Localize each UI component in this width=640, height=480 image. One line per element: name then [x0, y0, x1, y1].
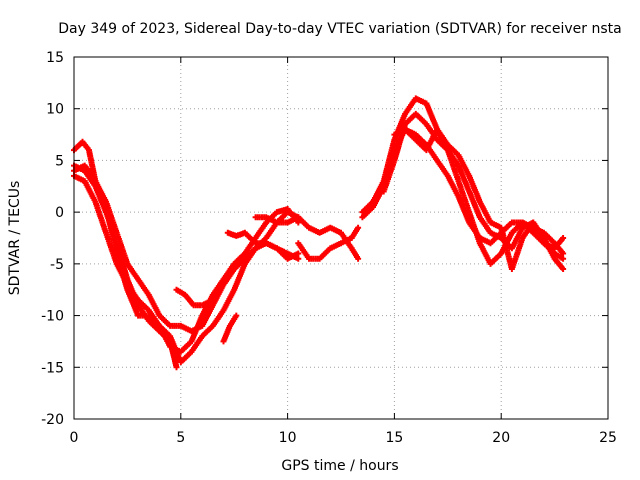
- y-tick-label-2: -10: [41, 309, 64, 325]
- y-tick-label-5: 5: [55, 153, 64, 169]
- series-track-9: [295, 224, 362, 262]
- y-axis-label: SDTVAR / TECUs: [7, 181, 23, 296]
- series-markers-6: [224, 229, 302, 262]
- x-axis-label: GPS time / hours: [281, 458, 398, 474]
- x-tick-label-1: 5: [176, 430, 185, 446]
- series-markers-7: [252, 214, 362, 262]
- series-markers-8: [295, 224, 362, 262]
- series-track-7: [224, 229, 302, 262]
- series-track-5: [173, 266, 238, 309]
- data-series: [71, 95, 567, 371]
- series-track-2: [71, 162, 302, 335]
- y-tick-label-1: -15: [41, 360, 64, 376]
- series-track-6: [220, 312, 240, 345]
- y-tick-label-0: -20: [41, 412, 64, 428]
- series-markers-1: [71, 162, 302, 335]
- series-track-13: [391, 126, 567, 272]
- grid-lines: [74, 57, 608, 419]
- y-tick-label-4: 0: [55, 205, 64, 221]
- series-track-1: [71, 138, 302, 355]
- plot-frame: [73, 56, 609, 420]
- chart-title: Day 349 of 2023, Sidereal Day-to-day VTE…: [58, 21, 621, 37]
- series-markers-12: [391, 126, 567, 272]
- x-tick-label-4: 20: [492, 430, 510, 446]
- x-tick-label-2: 10: [279, 430, 297, 446]
- y-tick-label-6: 10: [46, 102, 64, 118]
- series-markers-5: [220, 312, 240, 345]
- x-tick-label-0: 0: [70, 430, 79, 446]
- x-tick-label-5: 25: [599, 430, 617, 446]
- series-markers-4: [173, 266, 238, 309]
- y-tick-label-3: -5: [50, 257, 64, 273]
- series-track-8: [252, 214, 362, 262]
- x-tick-label-3: 15: [385, 430, 403, 446]
- series-markers-0: [71, 138, 302, 355]
- axis-ticks: 0 5 10 15 20 25 -20 -15 -10 -5 0 5 10 15: [41, 50, 617, 446]
- y-tick-label-7: 15: [46, 50, 64, 66]
